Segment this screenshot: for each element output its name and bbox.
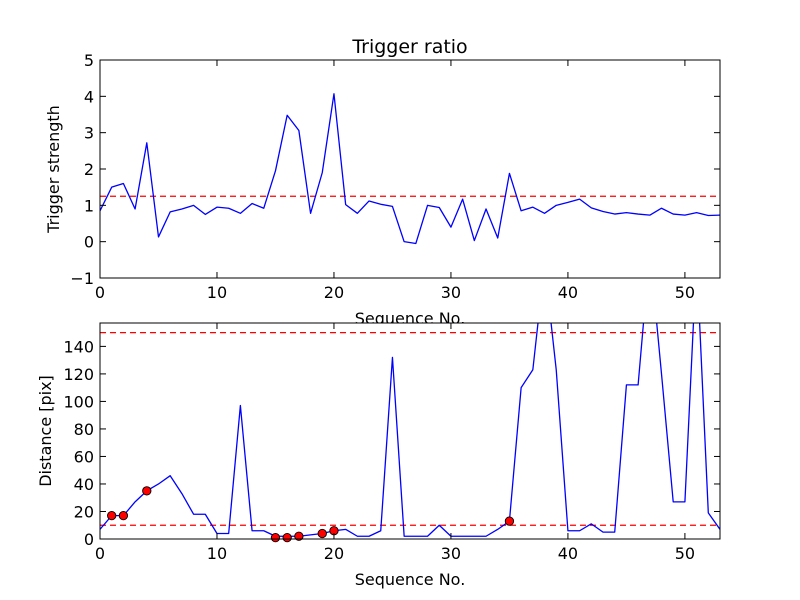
top-y-tick-label: 1: [84, 196, 94, 215]
top-axes-frame: [99, 59, 721, 279]
top-x-tick-label: 20: [324, 283, 344, 302]
top-x-tick-label: 40: [558, 283, 578, 302]
bottom-x-tick-label: 40: [558, 544, 578, 563]
bottom-y-tick-label: 40: [74, 475, 94, 494]
distance-plot: 0 10 20 30 40 50 0 20 40 60 80 100 120 140 Sequence N…: [36, 322, 721, 589]
bottom-x-tick-label: 20: [324, 544, 344, 563]
detection-marker: [270, 532, 281, 543]
top-y-tick-label: 5: [84, 51, 94, 70]
bottom-y-tick-label: 120: [63, 365, 94, 384]
top-y-tick-label: 0: [84, 233, 94, 252]
bottom-series-line: [100, 323, 720, 537]
top-y-tick-label: −1: [70, 269, 94, 288]
bottom-x-tick-label: 0: [95, 544, 105, 563]
top-y-tick-label: 4: [84, 87, 94, 106]
top-x-tick-label: 30: [441, 283, 461, 302]
top-y-axis-label: Trigger strength: [44, 105, 63, 234]
bottom-y-tick-label: 100: [63, 392, 94, 411]
detection-marker: [282, 532, 292, 543]
bottom-y-axis-label: Distance [pix]: [36, 375, 55, 487]
detection-marker: [142, 486, 152, 496]
bottom-axes-frame: [99, 322, 721, 540]
bottom-y-tick-label: 0: [84, 530, 94, 549]
detection-marker: [504, 516, 515, 526]
bottom-y-tick-label: 60: [74, 447, 94, 466]
top-series-line: [100, 93, 720, 245]
top-y-tick-label: 3: [84, 124, 94, 143]
top-x-tick-label: 50: [675, 283, 695, 302]
detection-marker: [317, 528, 327, 539]
detection-marker: [294, 531, 304, 541]
bottom-x-tick-label: 10: [207, 544, 227, 563]
bottom-y-tick-label: 20: [74, 502, 94, 521]
bottom-x-tick-label: 30: [441, 544, 461, 563]
bottom-x-tick-label: 50: [675, 544, 695, 563]
top-y-tick-label: 2: [84, 160, 94, 179]
top-x-tick-label: 10: [207, 283, 227, 302]
detection-marker: [107, 510, 117, 521]
bottom-y-tick-label: 140: [63, 337, 94, 356]
detection-marker: [118, 510, 129, 521]
bottom-y-tick-label: 80: [74, 420, 94, 439]
top-x-tick-label: 0: [95, 283, 105, 302]
chart-title: Trigger ratio: [351, 36, 467, 58]
bottom-x-axis-label: Sequence No.: [355, 570, 466, 589]
